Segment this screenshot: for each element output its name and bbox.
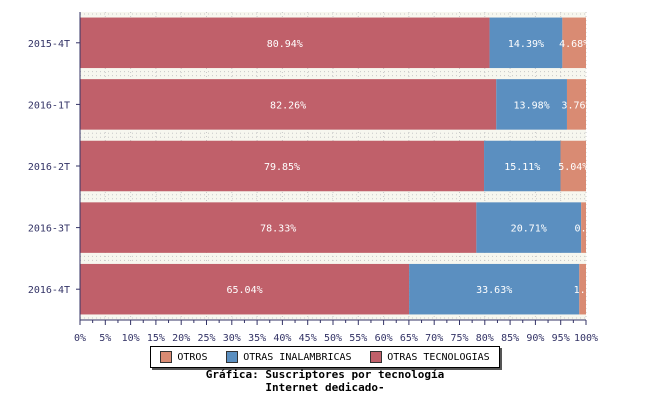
chart-title: Gráfica: Suscriptores por tecnología Int…	[0, 368, 650, 394]
bar-segment	[80, 263, 410, 315]
bar-data-label: 15.11%	[504, 162, 540, 173]
chart-title-line-1: Gráfica: Suscriptores por tecnología	[205, 368, 445, 381]
bar-segment	[560, 140, 586, 192]
bar-segment	[80, 79, 497, 130]
bar-segment	[80, 140, 485, 192]
x-tick-label: 20%	[172, 333, 190, 344]
x-tick-label: 65%	[400, 333, 418, 344]
bar-segment	[80, 17, 490, 69]
bar-data-label: 33.63%	[476, 285, 512, 296]
y-tick-label: 2016-4T	[28, 285, 70, 296]
chart-legend: OTROS OTRAS INALAMBRICAS OTRAS TECNOLOGI…	[150, 346, 500, 368]
x-tick-label: 70%	[425, 333, 443, 344]
y-tick-label: 2016-2T	[28, 162, 70, 173]
legend-swatch-otras-inalambricas	[226, 351, 239, 363]
bar-data-label: 1.3	[574, 285, 592, 296]
chart-title-line-2: Internet dedicado-	[265, 381, 385, 394]
x-tick-label: 75%	[450, 333, 468, 344]
legend-item-otras-inalambricas: OTRAS INALAMBRICAS	[226, 351, 352, 363]
x-tick-label: 85%	[501, 333, 519, 344]
legend-item-otros: OTROS	[160, 351, 207, 363]
bar-segment	[562, 17, 586, 69]
x-tick-label: 45%	[299, 333, 317, 344]
x-tick-label: 30%	[223, 333, 241, 344]
bar-data-label: 20.71%	[511, 224, 547, 235]
x-tick-label: 100%	[574, 333, 598, 344]
bar-data-label: 14.39%	[508, 39, 544, 50]
x-tick-label: 40%	[273, 333, 291, 344]
x-tick-label: 15%	[147, 333, 165, 344]
legend-swatch-otros	[160, 351, 173, 363]
bar-segment	[489, 17, 563, 69]
bar-data-label: 78.33%	[260, 224, 296, 235]
y-tick-label: 2016-1T	[28, 100, 70, 111]
legend-label-otras-inalambricas: OTRAS INALAMBRICAS	[243, 351, 352, 363]
bar-segment	[496, 79, 567, 130]
bar-data-label: 65.04%	[226, 285, 262, 296]
bar-data-label: 79.85%	[264, 162, 300, 173]
legend-label-otros: OTROS	[177, 351, 208, 363]
bar-data-label: 4.68%	[559, 39, 589, 50]
legend-label-otras-tecnologias: OTRAS TECNOLOGIAS	[387, 351, 490, 363]
x-tick-label: 60%	[375, 333, 393, 344]
x-tick-label: 55%	[349, 333, 367, 344]
bar-data-label: 0.9	[575, 224, 593, 235]
x-tick-label: 25%	[197, 333, 215, 344]
bar-segment	[80, 202, 477, 253]
x-tick-label: 5%	[99, 333, 111, 344]
bar-segment	[476, 202, 582, 253]
legend-swatch-otras-tecnologias	[370, 351, 383, 363]
x-tick-label: 35%	[248, 333, 266, 344]
bar-data-label: 13.98%	[514, 100, 550, 111]
bar-data-label: 82.26%	[270, 100, 306, 111]
bar-data-label: 5.04%	[558, 162, 588, 173]
bar-segment	[409, 263, 580, 315]
x-tick-label: 50%	[324, 333, 342, 344]
y-tick-label: 2015-4T	[28, 39, 70, 50]
y-tick-label: 2016-3T	[28, 224, 70, 235]
bar-data-label: 3.76%	[561, 100, 591, 111]
x-tick-label: 10%	[122, 333, 140, 344]
bar-segment	[566, 79, 586, 130]
x-tick-label: 0%	[74, 333, 86, 344]
x-tick-label: 95%	[552, 333, 570, 344]
bar-data-label: 80.94%	[267, 39, 303, 50]
x-tick-label: 90%	[526, 333, 544, 344]
legend-item-otras-tecnologias: OTRAS TECNOLOGIAS	[370, 351, 490, 363]
bar-segment	[484, 140, 561, 192]
x-tick-label: 80%	[476, 333, 494, 344]
bar-segment	[579, 263, 586, 315]
bar-segment	[581, 202, 586, 253]
